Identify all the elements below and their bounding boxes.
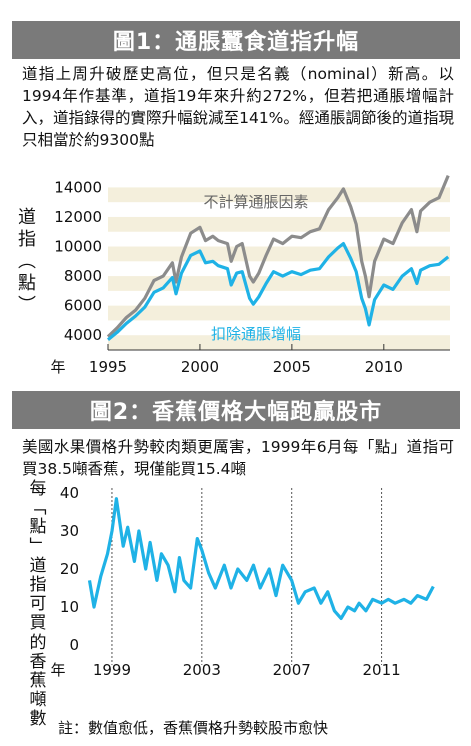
figure2-xtick-label: 2011 bbox=[362, 661, 400, 679]
figure2-xtick-label: 1999 bbox=[93, 661, 131, 679]
figure2-ylabel-char: 點 bbox=[29, 517, 47, 538]
figure1-ylabel-char: 道 bbox=[18, 207, 36, 228]
figure1-ytick-label: 14000 bbox=[54, 178, 102, 196]
figure1-caption: 道指上周升破歷史高位，但只是名義（nominal）新高。以1994年作基準，道指… bbox=[22, 65, 454, 149]
figure2-xtick-label: 2007 bbox=[273, 661, 311, 679]
figure2-title: 圖2：香蕉價格大幅跑贏股市 bbox=[12, 391, 460, 429]
figure2-ylabel-char: 每 bbox=[29, 479, 47, 499]
figure1-title: 圖1：通脹蠶食道指升幅 bbox=[12, 21, 460, 59]
figure2-ylabel-char: 香 bbox=[29, 651, 47, 672]
figure2-ytick-label: 40 bbox=[60, 484, 79, 502]
figure2-ylabel-char: 數 bbox=[29, 709, 47, 730]
figure2-ylabel: 每 ﹁ 點 ﹂ 道 指 可 買 的 香 蕉 噸 數 bbox=[28, 479, 48, 730]
figure2-ylabel-char: 的 bbox=[29, 632, 47, 653]
figure1-xtick-label: 1995 bbox=[89, 358, 127, 376]
figure1-band bbox=[108, 187, 450, 203]
figure2-ytick-label: 30 bbox=[60, 522, 79, 540]
figure2-ytick-label: 10 bbox=[60, 598, 79, 616]
figure1-xtick-label: 2010 bbox=[365, 358, 403, 376]
figure2-xlabel: 年 bbox=[50, 661, 65, 679]
figure1-ytick-label: 12000 bbox=[54, 208, 102, 226]
figure1-ylabel-char: ︶ bbox=[18, 295, 36, 316]
figure1-series-nominal bbox=[106, 174, 450, 338]
figure2-ylabel-char: ﹁ bbox=[29, 498, 47, 519]
figure2-ytick-label: 0 bbox=[69, 636, 79, 654]
figure2-caption: 美國水果價格升勢較肉類更厲害，1999年6月每「點」道指可買38.5噸香蕉，現僅… bbox=[22, 438, 454, 478]
figure2-ylabel-char: 指 bbox=[29, 575, 47, 596]
figure1-ylabel-char: 指 bbox=[18, 229, 36, 250]
figure1-series-real-label: 扣除通脹增幅 bbox=[211, 325, 301, 343]
figure2-ylabel-char: 可 bbox=[29, 594, 47, 615]
figure1-ytick-label: 10000 bbox=[54, 238, 102, 256]
figure1-band bbox=[108, 246, 450, 262]
figure1-ytick-label: 4000 bbox=[64, 326, 102, 344]
figure2-ylabel-char: 買 bbox=[29, 613, 47, 634]
figure1-band bbox=[108, 335, 450, 350]
figure1-xtick-label: 2000 bbox=[181, 358, 219, 376]
figure1-series-nominal-label: 不計算通脹因素 bbox=[203, 193, 308, 211]
figure2-ylabel-char: ﹂ bbox=[29, 536, 47, 557]
figure2-xtick-label: 2003 bbox=[183, 661, 221, 679]
figure2-ytick-label: 20 bbox=[60, 560, 79, 578]
figure1-ytick-label: 6000 bbox=[64, 297, 102, 315]
figure1-xtick-label: 2005 bbox=[273, 358, 311, 376]
figure1-xlabel: 年 bbox=[50, 358, 65, 376]
figure1-chart: 4000 6000 8000 10000 12000 14000 1995 2000 2005 2… bbox=[50, 174, 450, 376]
figure1-ytick-label: 8000 bbox=[64, 267, 102, 285]
figure2-ylabel-char: 蕉 bbox=[29, 671, 47, 692]
figure2-ylabel-char: 道 bbox=[29, 555, 47, 576]
figure2-ylabel-char: 噸 bbox=[29, 690, 47, 711]
figure2-series-line bbox=[87, 497, 435, 620]
figure1-series-real bbox=[106, 242, 450, 341]
figure1-ylabel-char: 點 bbox=[18, 273, 36, 294]
figure1-ylabel-char: ︵ bbox=[18, 251, 36, 272]
figure1-band bbox=[108, 216, 450, 232]
figure1-ylabel: 道 指 ︵ 點 ︶ bbox=[16, 207, 38, 317]
figure2-note: 註：數值愈低，香蕉價格升勢較股市愈快 bbox=[58, 719, 329, 737]
